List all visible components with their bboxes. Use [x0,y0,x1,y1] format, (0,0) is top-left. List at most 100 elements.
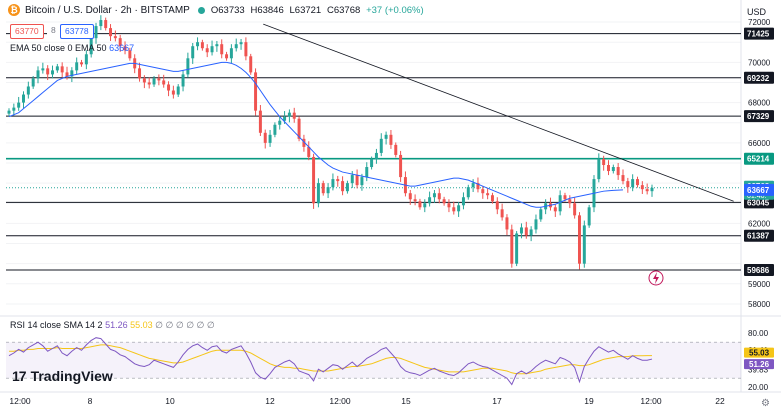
candle-body [374,152,378,159]
candle-body [157,78,161,81]
price-tick-label: 66000 [748,139,771,148]
candle-body [60,66,64,73]
level-label: 69232 [747,74,770,83]
time-tick-label: 12 [265,396,275,406]
candle-body [563,195,567,200]
candle-body [360,177,364,186]
candle-body [118,38,122,47]
rsi-tick-label: 80.00 [748,329,769,338]
candle-body [128,50,132,59]
candle-body [55,66,59,71]
candle-body [26,86,30,95]
candle-body [17,102,21,108]
candle-body [307,146,311,157]
candle-body [370,158,374,168]
rsi-line [8,337,653,386]
candle-body [22,94,25,103]
price-tick-label: 62000 [748,219,771,228]
level-label: 59686 [747,266,770,275]
ohlc-values: O63733 H63846 L63721 C63768 +37 (+0.06%) [211,5,427,16]
low-value: L63721 [289,4,322,16]
candle-body [336,179,340,182]
ema-legend[interactable]: EMA 50 close 0 EMA 50 63667 [10,43,134,53]
sell-price-box[interactable]: 63770 [10,24,44,39]
level-tag [744,27,774,40]
candle-body [611,167,615,172]
candle-body [457,205,461,212]
candle-body [244,42,248,57]
candle-body [631,179,635,188]
candle-body [481,189,485,194]
candle-body [273,124,277,135]
candle-body [326,187,330,194]
rsi-tick-label: 20.00 [748,383,769,392]
level-tag [744,110,774,123]
candle-body [89,38,93,55]
candle-body [331,179,335,188]
change-value: +37 (+0.06%) [366,4,424,16]
gear-icon[interactable]: ⚙ [761,398,770,409]
time-axis[interactable]: 12:00 8 10 12 12:00 15 17 19 12:00 22 [9,396,725,406]
candle-body [123,46,127,51]
candle-body [239,42,243,45]
candle-body [519,227,523,234]
candle-body [51,70,54,75]
candle-body [225,54,229,59]
countdown-label: 01:40: [747,193,767,200]
trendline-segment [263,23,734,202]
candle-body [616,167,620,176]
candle-body [476,183,480,190]
candle-body [205,48,209,53]
horizontal-levels[interactable] [6,33,741,271]
candle-body [234,44,238,49]
bitcoin-icon: ₿ [8,4,20,16]
candle-body [229,48,233,59]
time-tick-label: 8 [88,396,93,406]
rsi-ma-value: 55.03 [130,320,153,330]
candle-body [36,70,40,79]
level-label: 61387 [747,232,770,241]
candle-body [389,134,393,145]
candle-body [46,68,50,75]
price-axis[interactable]: 58000 59000 62000 66000 68000 70000 72000 71425… [744,18,774,392]
candle-body [621,175,625,182]
tradingview-logo[interactable]: 17 TradingView [12,368,113,384]
candle-body [442,199,446,204]
price-tick-label: 68000 [748,99,771,108]
buy-price-box[interactable]: 63778 [60,24,94,39]
candle-body [84,54,88,65]
rsi-legend[interactable]: RSI 14 close SMA 14 2 51.26 55.03 ∅ ∅ ∅ … [10,320,215,331]
candle-body [399,154,403,178]
candle-body [437,193,441,200]
candle-body [587,207,591,226]
level-label: 67329 [747,112,770,121]
candle-body [408,193,412,200]
candle-body [568,199,572,204]
tradingview-name: TradingView [30,368,113,384]
trendline[interactable] [263,23,734,202]
candle-body [379,138,383,153]
time-tick-label: 15 [401,396,411,406]
ema50-line [8,61,624,208]
candle-body [515,233,519,264]
time-tick-label: 19 [584,396,594,406]
lightning-bolt [653,272,659,284]
candle-body [249,56,253,73]
currency-label[interactable]: USD [747,7,767,17]
lightning-icon[interactable] [648,270,664,286]
rsi-value-label: 55.03 [749,349,770,358]
candle-body [495,201,499,210]
symbol-title[interactable]: Bitcoin / U.S. Dollar · 2h · BITSTAMP [25,4,190,16]
candle-body [186,58,190,75]
time-tick-label: 12:00 [640,396,662,406]
candle-body [384,134,388,139]
lightning-circle [648,270,664,286]
candle-body [283,116,287,121]
candle-body [268,134,272,143]
candle-body [210,46,214,53]
candle-body [278,120,282,125]
candle-body [345,183,349,192]
candle-body [152,78,156,85]
ema-label: EMA 50 close 0 EMA 50 [10,43,107,53]
